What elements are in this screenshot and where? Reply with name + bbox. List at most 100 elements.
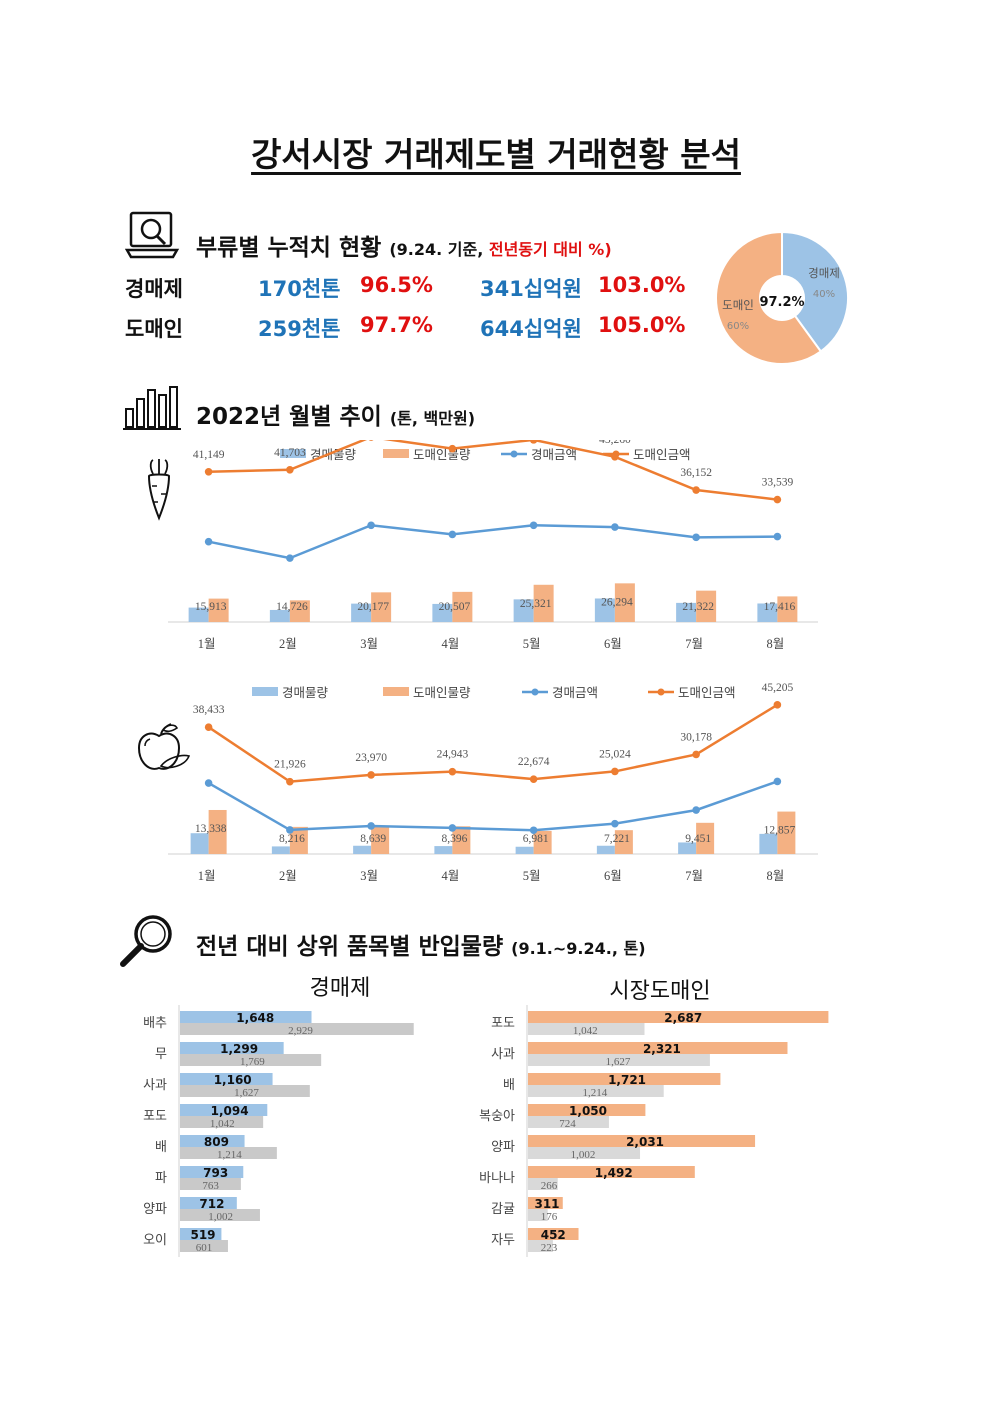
line-wholesaler-amount [207,703,779,783]
bar-chart-icon [123,386,181,430]
legend-swatch [383,687,409,696]
value-label-previous: 1,627 [606,1056,631,1068]
wholesaler-volume: 259천톤 [258,317,341,341]
auction-chart-title: 경매제 [309,976,371,1001]
x-tick-label: 8월 [766,869,784,883]
line-marker [529,521,538,530]
carrot-icon [147,459,171,521]
data-label-volume: 9,451 [685,833,711,845]
line-marker [448,444,457,453]
legend-swatch [280,449,306,458]
bar-auction [678,842,697,854]
bar-wholesaler [371,825,390,854]
bar-wholesaler [533,584,554,622]
data-label-amount: 38,433 [193,704,225,716]
bar-current [180,1042,284,1054]
legend-label: 도매인물량 [413,447,471,462]
value-label-current: 1,648 [236,1011,274,1025]
row-label-wholesaler: 도매인 [125,317,183,341]
bar-current [180,1228,222,1240]
bar-auction [271,846,290,854]
value-label-current: 452 [541,1228,566,1242]
line-marker [367,521,375,530]
bar-auction [515,846,534,854]
wholesaler-chart-title: 시장도매인 [609,979,711,1004]
bar-wholesaler [777,596,798,622]
value-label-previous: 1,002 [208,1211,233,1223]
line-auction-amount [208,523,778,560]
line-wholesaler-amount [208,440,778,501]
line-marker [204,468,213,476]
donut-label-auction: 경매제 [808,266,840,280]
bar-auction [188,607,209,622]
data-label-volume: 12,857 [764,825,796,837]
data-label-amount: 22,674 [518,756,550,768]
data-label-volume: 6,981 [523,833,549,845]
auction-volume: 170천톤 [258,277,341,301]
line-marker [773,701,782,709]
bar-auction [513,599,534,622]
data-label-volume: 21,322 [682,601,714,613]
data-label-volume: 20,177 [357,601,389,613]
value-label-previous: 763 [202,1180,219,1192]
bar-auction [190,833,209,854]
monthly-chart-vegetable: 경매물량도매인물량경매금액도매인금액41,14941,70350,68047,4… [168,440,818,651]
x-tick-label: 6월 [604,869,622,883]
line-marker [286,777,294,786]
x-tick-label: 2월 [279,637,297,651]
value-label-previous: 1,214 [217,1149,242,1161]
legend-marker [510,450,518,458]
bar-auction [596,845,615,854]
x-tick-label: 1월 [198,869,216,883]
legend-label: 도매인물량 [413,685,471,700]
value-label-previous: 1,042 [210,1118,235,1130]
category-label: 무 [155,1047,167,1062]
line-marker [611,767,619,776]
category-label: 사과 [491,1047,515,1062]
data-label-amount: 33,539 [762,477,794,489]
bar-previous [528,1116,609,1128]
bar-auction [759,833,778,854]
apple-icon [137,723,191,770]
bar-current [180,1197,237,1209]
line-auction-amount [208,780,778,832]
value-label-previous: 266 [541,1180,558,1192]
bar-previous [180,1085,310,1097]
legend-label: 경매금액 [552,685,598,700]
legend-label: 도매인금액 [678,685,736,700]
line-marker [529,826,538,835]
legend-label: 경매금액 [531,447,577,462]
line-marker [611,819,619,828]
category-label: 배 [155,1140,167,1155]
data-label-volume: 8,396 [441,833,467,845]
bar-current [180,1011,312,1023]
bar-wholesaler [777,811,796,854]
value-label-previous: 223 [541,1242,558,1254]
donut-slice-wholesaler [715,230,823,365]
value-label-current: 2,031 [626,1135,664,1149]
auction-amount: 341십억원 [480,277,582,301]
value-label-current: 1,094 [211,1104,249,1118]
legend-marker [657,688,665,696]
magnifier-icon [120,915,172,967]
line-marker [692,533,700,542]
bar-previous [528,1240,553,1252]
x-tick-label: 5월 [523,637,541,651]
section3-title: 전년 대비 상위 품목별 반입물량 (9.1.~9.24., 톤) [196,934,646,960]
category-label: 양파 [143,1202,167,1217]
value-label-previous: 1,214 [582,1087,607,1099]
value-label-current: 519 [190,1228,215,1242]
bar-current [528,1042,788,1054]
category-label: 감귤 [491,1202,515,1217]
bar-previous [528,1178,558,1190]
bar-auction [353,845,372,854]
line-marker [448,824,457,832]
bar-previous [180,1054,322,1066]
donut-center-value: 97.2% [759,295,804,310]
value-label-previous: 1,042 [573,1025,598,1037]
line-marker [368,440,374,441]
bar-previous [180,1209,260,1221]
bar-current [528,1197,563,1209]
bar-current [528,1135,756,1147]
line-marker [692,806,700,814]
